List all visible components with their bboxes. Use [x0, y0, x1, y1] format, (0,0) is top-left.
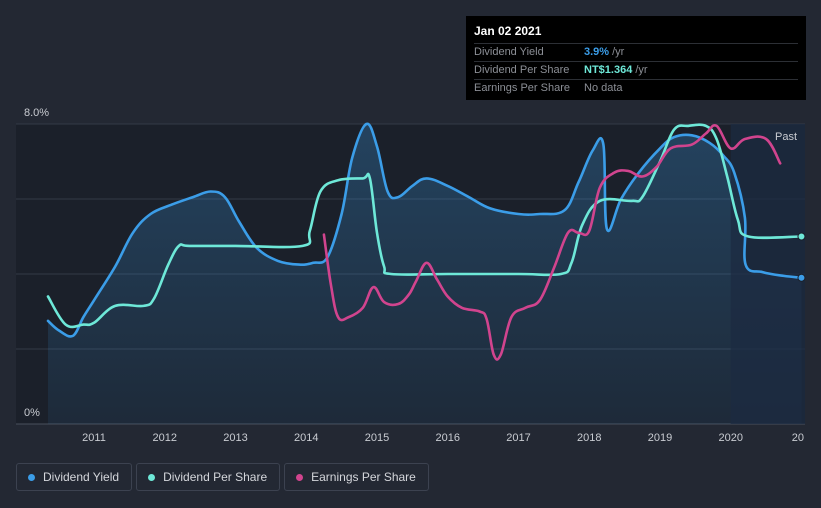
x-tick-label: 2019	[648, 432, 672, 444]
x-tick-label: 2012	[152, 432, 176, 444]
legend-dot-icon	[148, 473, 156, 481]
tooltip-label: Dividend Yield	[474, 46, 544, 58]
series-line-earnings-per-share	[322, 124, 782, 361]
tooltip-label: Dividend Per Share	[474, 64, 570, 76]
legend-item-earnings-per-share[interactable]: Earnings Per Share	[284, 463, 429, 491]
x-tick-label: 2017	[506, 432, 530, 444]
tooltip-value: NT$1.364	[584, 64, 633, 76]
tooltip-value: 3.9%	[584, 46, 610, 58]
legend-dot-icon	[28, 473, 35, 481]
legend-dot-icon	[296, 473, 304, 481]
end-marker-dividend-per-share	[797, 232, 806, 241]
tooltip-unit: No data	[584, 82, 623, 94]
x-tick-label: 2016	[435, 432, 459, 444]
chart-end-markers	[797, 232, 806, 282]
past-label: Past	[775, 131, 797, 143]
x-axis-tick-labels: 2011 2012 2013 2014 2015 2016 2017 2018 2019 2020…	[82, 432, 804, 444]
tooltip-row-dividend-yield: Dividend Yield 3.9% /yr	[474, 44, 798, 62]
y-axis-min-label: 0%	[24, 407, 40, 419]
tooltip-row-dividend-per-share: Dividend Per Share NT$1.364 /yr	[474, 62, 798, 80]
x-tick-label: 20	[792, 432, 804, 444]
x-tick-label: 2014	[294, 432, 318, 444]
end-marker-dividend-yield	[797, 273, 806, 282]
legend-item-dividend-per-share[interactable]: Dividend Per Share	[136, 463, 281, 491]
x-tick-label: 2011	[82, 432, 106, 444]
legend-label: Dividend Per Share	[163, 470, 268, 484]
chart-series-lines	[46, 122, 803, 361]
x-tick-label: 2018	[577, 432, 601, 444]
series-line-dividend-per-share	[46, 123, 803, 329]
tooltip-unit: /yr	[612, 46, 625, 58]
x-tick-label: 2013	[223, 432, 247, 444]
tooltip-row-earnings-per-share: Earnings Per Share No data	[474, 80, 798, 97]
y-axis-max-label: 8.0%	[24, 107, 49, 119]
x-tick-label: 2020	[718, 432, 742, 444]
legend-label: Earnings Per Share	[311, 470, 416, 484]
legend-label: Dividend Yield	[43, 470, 120, 484]
x-tick-label: 2015	[365, 432, 389, 444]
series-line-dividend-yield	[46, 122, 803, 338]
hover-tooltip: Jan 02 2021 Dividend Yield 3.9% /yr Divi…	[466, 16, 806, 100]
tooltip-label: Earnings Per Share	[474, 82, 570, 94]
legend-item-dividend-yield[interactable]: Dividend Yield	[16, 463, 133, 491]
tooltip-unit: /yr	[635, 64, 648, 76]
tooltip-date: Jan 02 2021	[474, 24, 798, 44]
chart-legend: Dividend Yield Dividend Per Share Earnin…	[16, 463, 429, 491]
